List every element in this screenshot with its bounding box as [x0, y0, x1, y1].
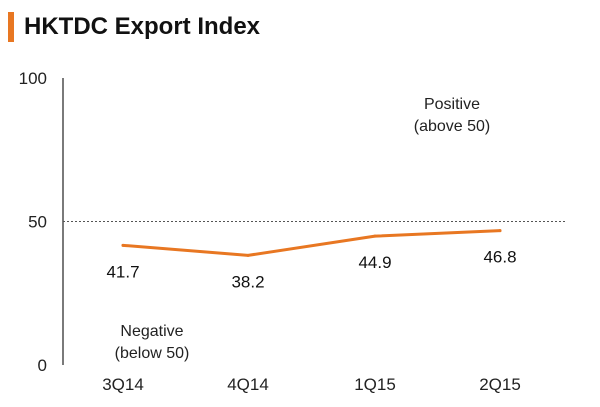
y-tick-label: 0 — [38, 356, 47, 375]
y-tick-label: 50 — [28, 213, 47, 232]
positive-annotation-line-2: (above 50) — [414, 118, 491, 135]
y-tick-label: 100 — [19, 69, 47, 88]
negative-annotation-line-1: Negative — [120, 323, 183, 340]
series-line-export-index — [121, 229, 502, 257]
data-point — [246, 253, 250, 257]
data-point — [121, 243, 125, 247]
x-tick-label: 4Q14 — [227, 375, 269, 394]
data-point — [373, 234, 377, 238]
title-accent-bar — [8, 12, 14, 42]
data-label: 46.8 — [483, 248, 516, 267]
positive-annotation-line-1: Positive — [424, 96, 480, 113]
negative-annotation-line-2: (below 50) — [115, 345, 190, 362]
chart-title: HKTDC Export Index — [24, 13, 261, 40]
x-tick-label: 2Q15 — [479, 375, 521, 394]
data-label: 41.7 — [106, 262, 139, 281]
data-label: 44.9 — [358, 253, 391, 272]
data-point — [498, 229, 502, 233]
x-tick-label: 1Q15 — [354, 375, 396, 394]
data-label: 38.2 — [231, 272, 264, 291]
x-tick-label: 3Q14 — [102, 375, 144, 394]
